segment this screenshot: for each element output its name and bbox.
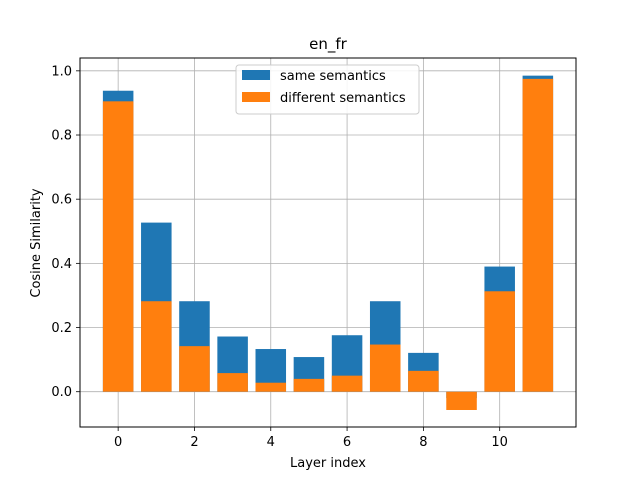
bar-different-semantics-layer-11 [522, 78, 554, 392]
bar-different-semantics-layer-2 [179, 346, 210, 392]
y-tick-label-0.0: 0.0 [51, 385, 72, 400]
y-tick-label-0.2: 0.2 [51, 321, 72, 336]
legend: same semantics different semantics [235, 64, 420, 115]
legend-label-different-semantics: different semantics [280, 91, 406, 106]
x-tick-label-0: 0 [114, 435, 122, 450]
x-tick-label-4: 4 [267, 435, 275, 450]
axis-ticks: 0 2 4 6 8 10 0.0 0.2 0.4 0.6 0.8 1.0 [51, 64, 508, 450]
bar-different-semantics-layer-10 [484, 291, 515, 392]
y-tick-label-0.8: 0.8 [51, 129, 72, 144]
legend-label-same-semantics: same semantics [280, 69, 386, 84]
bar-different-semantics-layer-5 [293, 378, 325, 392]
bars [102, 75, 554, 410]
bar-different-semantics-layer-9 [446, 391, 477, 410]
bar-different-semantics-layer-6 [331, 375, 363, 392]
bar-different-semantics-layer-3 [217, 373, 248, 392]
bar-different-semantics-layer-8 [408, 370, 439, 392]
x-axis-label: Layer index [290, 456, 366, 471]
bar-different-semantics-layer-7 [369, 344, 401, 392]
bar-different-semantics-layer-1 [141, 301, 172, 392]
legend-swatch-different-semantics [242, 92, 270, 102]
legend-swatch-same-semantics [242, 70, 270, 80]
y-tick-label-0.6: 0.6 [51, 193, 72, 208]
chart-title: en_fr [309, 35, 348, 54]
legend-box [235, 64, 420, 115]
y-axis-label: Cosine Similarity [29, 188, 44, 298]
bar-different-semantics-layer-4 [255, 382, 287, 392]
y-tick-label-1.0: 1.0 [51, 64, 72, 79]
bar-different-semantics-layer-0 [102, 101, 134, 392]
x-tick-label-8: 8 [419, 435, 427, 450]
y-tick-label-0.4: 0.4 [51, 257, 72, 272]
plot-frame [79, 57, 577, 428]
x-tick-label-2: 2 [190, 435, 198, 450]
x-tick-label-10: 10 [491, 435, 508, 450]
x-tick-label-6: 6 [343, 435, 351, 450]
